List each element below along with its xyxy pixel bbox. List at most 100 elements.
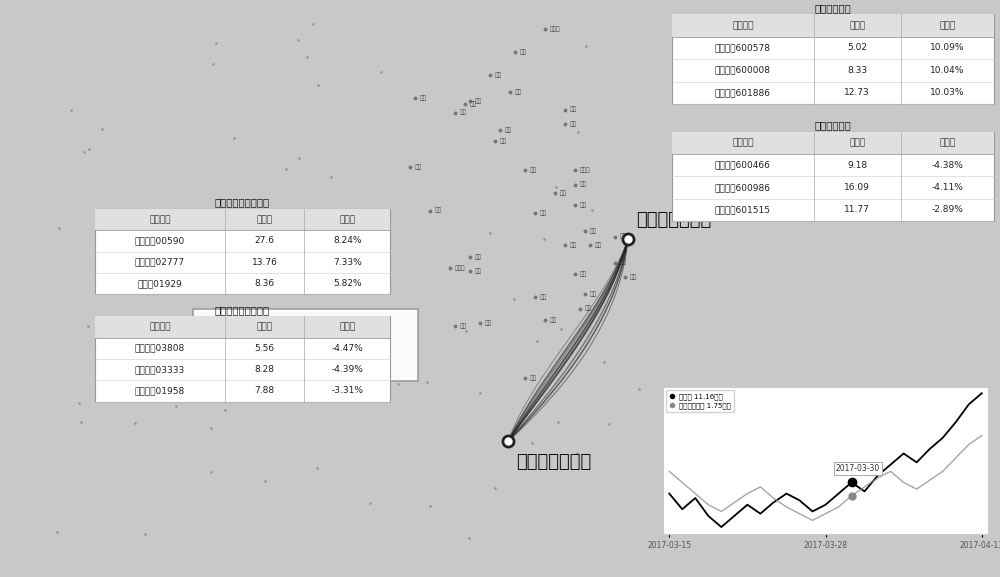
Text: -4.47%: -4.47% <box>331 344 363 353</box>
Text: 盐城: 盐城 <box>505 127 512 133</box>
Text: 名称代码: 名称代码 <box>732 138 754 147</box>
Text: 东风股份601515: 东风股份601515 <box>715 205 771 214</box>
Text: 南昌: 南昌 <box>485 320 492 326</box>
Text: 中国重汽03808: 中国重汽03808 <box>135 344 185 353</box>
Text: 香港证券交易所: 香港证券交易所 <box>516 454 591 471</box>
Text: 5.56: 5.56 <box>255 344 275 353</box>
Bar <box>672 132 994 154</box>
Text: 98.52亿: 98.52亿 <box>329 339 386 354</box>
Text: 最新价: 最新价 <box>849 138 865 147</box>
Text: 沪股通跌幅榜: 沪股通跌幅榜 <box>815 121 851 130</box>
Text: 昆明: 昆明 <box>305 358 312 364</box>
Text: 京能电力600578: 京能电力600578 <box>715 43 771 53</box>
Text: 7.88: 7.88 <box>255 387 275 395</box>
Text: 南京: 南京 <box>560 190 567 196</box>
Text: 烟台: 烟台 <box>570 107 577 113</box>
Text: 10.09%: 10.09% <box>930 43 965 53</box>
Text: 大连: 大连 <box>515 89 522 95</box>
Text: 潮州: 潮州 <box>585 306 592 312</box>
Text: 金华: 金华 <box>595 242 602 248</box>
Text: 10.03%: 10.03% <box>930 88 965 97</box>
Bar <box>95 316 390 402</box>
Text: 深圳: 深圳 <box>550 317 557 323</box>
Text: 10.04%: 10.04% <box>930 66 964 75</box>
Text: 名称代码: 名称代码 <box>149 215 171 224</box>
Text: 南宁: 南宁 <box>460 323 467 329</box>
Text: 江河集团601886: 江河集团601886 <box>715 88 771 97</box>
Text: 沪股通涨幅榜: 沪股通涨幅榜 <box>815 3 851 13</box>
Text: 蓝光发展600466: 蓝光发展600466 <box>715 160 771 170</box>
Text: 北京汽轣01958: 北京汽轣01958 <box>135 387 185 395</box>
Text: 27.6: 27.6 <box>255 237 275 245</box>
Text: 张家界: 张家界 <box>455 265 466 271</box>
Text: 沈阳: 沈阳 <box>495 72 502 78</box>
Text: 沪股通当日剩余额度: 沪股通当日剩余额度 <box>231 354 276 363</box>
Text: 富力地产02777: 富力地产02777 <box>135 258 185 267</box>
Text: 南通: 南通 <box>580 182 587 188</box>
Text: 海口: 海口 <box>530 375 537 381</box>
Text: 涨跌幅: 涨跌幅 <box>339 323 355 331</box>
Text: 5.82%: 5.82% <box>333 279 362 288</box>
Text: 南昌: 南昌 <box>570 242 577 248</box>
Text: 郑州: 郑州 <box>415 164 422 170</box>
Text: 133.98亿: 133.98亿 <box>220 339 288 354</box>
Text: 8.33: 8.33 <box>847 66 867 75</box>
Text: 科达股份600986: 科达股份600986 <box>715 183 771 192</box>
Text: 济南: 济南 <box>500 138 507 144</box>
Text: 贵阳: 贵阳 <box>375 277 382 283</box>
Text: 2017-03-30: 2017-03-30 <box>836 464 880 473</box>
Text: 常州: 常州 <box>580 202 587 208</box>
Text: 合肥: 合肥 <box>540 211 547 216</box>
Text: 福州: 福州 <box>580 271 587 277</box>
Text: 8.24%: 8.24% <box>333 237 361 245</box>
Text: 涨跌幅: 涨跌幅 <box>339 215 355 224</box>
Bar <box>95 209 390 294</box>
Text: 武汉: 武汉 <box>435 208 442 213</box>
Text: 8.28: 8.28 <box>255 365 275 374</box>
Text: 常德: 常德 <box>475 268 482 274</box>
Text: 青岛: 青岛 <box>570 121 577 127</box>
Bar <box>95 209 390 230</box>
Text: 最新价: 最新价 <box>257 323 273 331</box>
Text: 成都: 成都 <box>285 242 292 248</box>
Text: 中国恒大03333: 中国恒大03333 <box>135 365 185 374</box>
Text: 7.33%: 7.33% <box>333 258 362 267</box>
Text: 港股通（沪）涨幅榜: 港股通（沪）涨幅榜 <box>215 198 270 208</box>
Bar <box>672 14 994 37</box>
Bar <box>672 14 994 104</box>
Text: -4.11%: -4.11% <box>931 183 963 192</box>
Text: 16.09: 16.09 <box>844 183 870 192</box>
Text: 六福集团00590: 六福集团00590 <box>135 237 185 245</box>
Text: 广州: 广州 <box>540 294 547 300</box>
Text: 中国: 中国 <box>170 209 203 237</box>
Text: 徐州: 徐州 <box>530 167 537 173</box>
Text: -2.89%: -2.89% <box>931 205 963 214</box>
Text: 上海证券交易所: 上海证券交易所 <box>636 211 711 229</box>
Text: 台州: 台州 <box>630 274 637 280</box>
Text: 12.73: 12.73 <box>844 88 870 97</box>
Text: 连云港: 连云港 <box>580 167 590 173</box>
Text: 宁波: 宁波 <box>620 234 627 239</box>
Text: 杭州: 杭州 <box>590 228 597 234</box>
Bar <box>95 316 390 338</box>
Legend: 沪股通 11.16亿元, 港股通（沪） 1.75亿元: 沪股通 11.16亿元, 港股通（沪） 1.75亿元 <box>666 390 734 413</box>
Text: 哈尔滨: 哈尔滨 <box>550 26 560 32</box>
Text: 名称代码: 名称代码 <box>149 323 171 331</box>
Text: 5.02: 5.02 <box>847 43 867 53</box>
Text: 13.76: 13.76 <box>252 258 278 267</box>
Bar <box>193 309 418 381</box>
Text: 天津: 天津 <box>460 110 467 115</box>
Text: 港股通当日剩余额度: 港股通当日剩余额度 <box>335 354 380 363</box>
Bar <box>672 132 994 221</box>
Text: 北京: 北京 <box>420 95 427 101</box>
Text: 最新价: 最新价 <box>849 21 865 30</box>
Text: 涨跌幅: 涨跌幅 <box>939 21 955 30</box>
Text: 长沙: 长沙 <box>475 254 482 260</box>
Text: 8.36: 8.36 <box>255 279 275 288</box>
Text: -4.38%: -4.38% <box>931 160 963 170</box>
Text: -4.39%: -4.39% <box>331 365 363 374</box>
Text: 唐山: 唐山 <box>475 98 482 104</box>
Text: 最新价: 最新价 <box>257 215 273 224</box>
Text: 周大福01929: 周大福01929 <box>138 279 182 288</box>
Text: 涨跌幅: 涨跌幅 <box>939 138 955 147</box>
